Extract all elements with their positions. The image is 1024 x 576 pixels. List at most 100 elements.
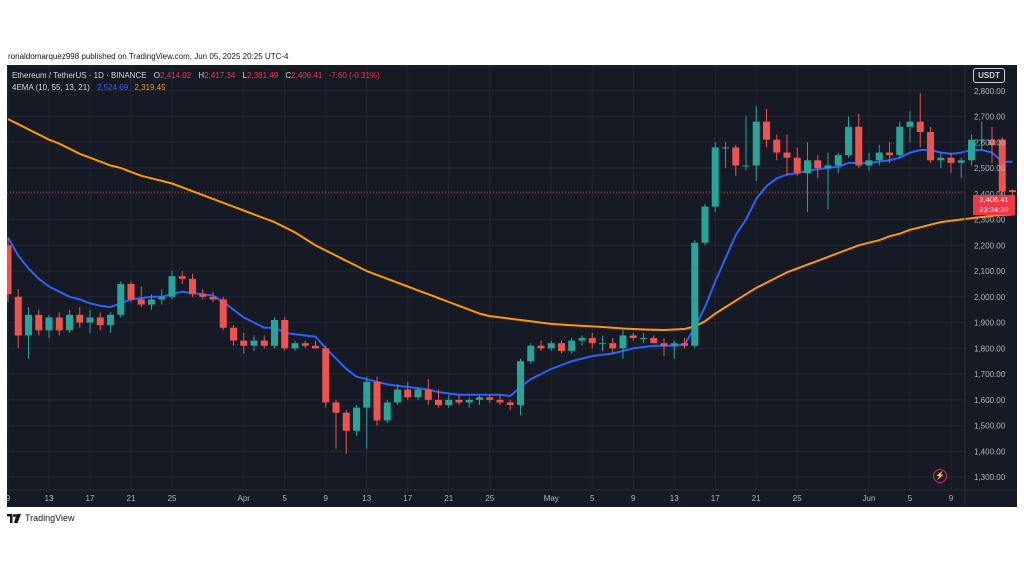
- publisher-line: ronaldomarquez998 published on TradingVi…: [8, 52, 289, 61]
- candle: [578, 335, 586, 346]
- candle-body: [824, 165, 832, 169]
- candle: [353, 405, 360, 436]
- candle-body: [875, 152, 883, 161]
- candle: [322, 345, 330, 408]
- candle-body: [76, 314, 84, 323]
- chart-pane[interactable]: 1,300.00 1,400.00 1,500.00 1,600.00 1,700.00…: [7, 65, 1017, 507]
- candle: [783, 134, 791, 176]
- flash-icon[interactable]: ⚡: [933, 469, 947, 483]
- candle: [301, 340, 309, 349]
- candle: [240, 332, 248, 354]
- candle-body: [322, 348, 330, 403]
- candle: [609, 338, 617, 354]
- candle: [537, 340, 545, 351]
- candle: [568, 338, 576, 354]
- candle-body: [35, 314, 43, 331]
- candle-body: [834, 155, 842, 166]
- candle: [978, 121, 986, 150]
- candle: [260, 335, 268, 349]
- price-tick-label: 1,900.00: [974, 319, 1006, 328]
- currency-button[interactable]: USDT: [973, 68, 1005, 83]
- candle: [271, 317, 278, 349]
- candle: [742, 116, 750, 171]
- candle: [527, 343, 535, 364]
- candle: [424, 379, 432, 405]
- candle: [947, 152, 955, 174]
- time-tick-label: 25: [485, 494, 494, 503]
- candle-body: [14, 296, 22, 336]
- candle: [681, 338, 688, 349]
- candle-body: [45, 317, 53, 331]
- time-tick-label: 9: [631, 494, 636, 503]
- time-tick-label: 13: [670, 494, 679, 503]
- candle: [66, 309, 73, 333]
- candle-body: [189, 278, 196, 295]
- candle: [199, 289, 207, 300]
- candle: [701, 204, 709, 246]
- candle-body: [886, 152, 893, 156]
- price-tick-label: 2,500.00: [974, 164, 1006, 173]
- candle: [834, 152, 842, 174]
- candle-body: [711, 147, 719, 207]
- candle-body: [435, 399, 442, 405]
- candle-body: [486, 397, 494, 400]
- candle: [752, 106, 760, 181]
- candle-body: [158, 296, 166, 300]
- candle: [558, 340, 565, 354]
- price-tick-label: 2,800.00: [974, 87, 1006, 96]
- candle: [875, 144, 883, 166]
- candle-body: [517, 361, 524, 405]
- candle-body: [301, 343, 309, 346]
- time-tick-label: 13: [45, 494, 54, 503]
- candle: [25, 307, 32, 359]
- candle: [640, 332, 647, 344]
- candle-body: [271, 320, 278, 346]
- candle-body: [670, 343, 678, 346]
- legend-symbol[interactable]: Ethereum / TetherUS · 1D · BINANCE: [12, 71, 147, 80]
- candle-body: [230, 327, 237, 341]
- legend-indicator-name[interactable]: 4EMA (10, 55, 13, 21): [12, 83, 90, 92]
- time-tick-label: 13: [362, 494, 371, 503]
- candle-body: [250, 340, 258, 346]
- time-tick-label: 5: [283, 494, 288, 503]
- candle-body: [763, 121, 770, 140]
- candle-body: [599, 343, 606, 345]
- candle-body: [332, 402, 340, 413]
- time-tick-label: 9: [324, 494, 329, 503]
- price-tick-label: 2,700.00: [974, 113, 1006, 122]
- candle: [148, 294, 155, 310]
- candle-body: [681, 343, 688, 346]
- candle-body: [25, 314, 32, 336]
- price-tick-label: 1,300.00: [974, 473, 1006, 482]
- candle-body: [968, 139, 975, 161]
- candle-body: [896, 126, 904, 156]
- candle: [168, 271, 176, 300]
- candle-body: [722, 147, 729, 149]
- legend-change: -7.60 (-0.31%): [328, 71, 380, 80]
- candle: [896, 121, 904, 158]
- candle: [445, 394, 453, 408]
- candle: [517, 358, 524, 416]
- candle-body: [578, 338, 586, 341]
- candle-body: [927, 131, 934, 161]
- candle-body: [496, 399, 504, 403]
- candle: [14, 289, 22, 349]
- time-tick-label: 9: [7, 494, 11, 503]
- candle-body: [650, 338, 658, 344]
- candlestick-chart[interactable]: 1,300.00 1,400.00 1,500.00 1,600.00 1,700.00…: [7, 65, 1017, 507]
- candle-body: [783, 152, 791, 158]
- candle-body: [86, 317, 94, 323]
- candle-body: [752, 121, 760, 166]
- candle: [968, 134, 975, 166]
- time-tick-label: 9: [949, 494, 954, 503]
- candle-body: [353, 407, 360, 431]
- candle-body: [701, 206, 709, 243]
- candle: [916, 93, 924, 148]
- candle-body: [240, 340, 248, 346]
- candle-body: [609, 343, 617, 349]
- legend-high-label: H: [198, 71, 205, 80]
- candle: [281, 317, 289, 351]
- time-tick-label: May: [544, 494, 559, 503]
- candle: [793, 147, 801, 176]
- candle: [773, 134, 781, 161]
